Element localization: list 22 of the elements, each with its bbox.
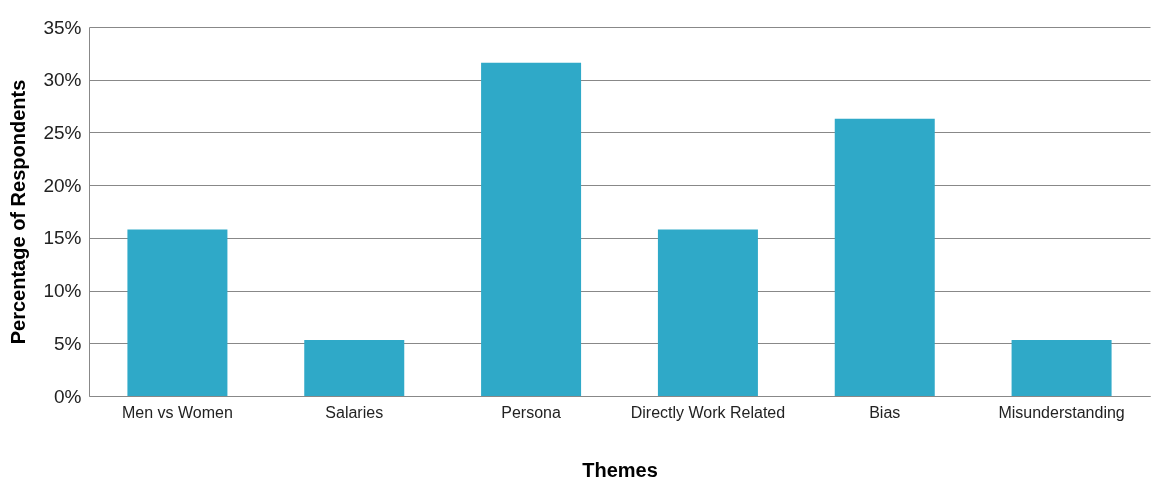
x-tick-label: Men vs Women	[121, 403, 233, 421]
bar	[304, 340, 405, 396]
x-tick-label: Bias	[869, 403, 901, 421]
y-tick-label: 10%	[43, 280, 82, 302]
x-axis-title: Themes	[582, 458, 658, 481]
y-axis-title: Percentage of Respondents	[7, 79, 30, 345]
bar	[834, 118, 935, 396]
x-tick-label: Persona	[501, 403, 561, 421]
bar	[657, 229, 758, 396]
y-tick-label: 35%	[43, 16, 82, 38]
y-tick-label: 20%	[43, 174, 82, 196]
bar	[481, 62, 582, 396]
bar	[127, 229, 228, 396]
y-tick-label: 25%	[43, 121, 82, 143]
bar	[1011, 340, 1112, 396]
x-tick-label: Misunderstanding	[998, 403, 1125, 421]
x-tick-label: Salaries	[325, 403, 384, 421]
x-tick-label: Directly Work Related	[630, 403, 786, 421]
y-tick-label: 30%	[43, 69, 82, 91]
y-tick-label: 15%	[43, 227, 82, 249]
y-tick-label: 5%	[54, 332, 82, 354]
y-tick-label: 0%	[54, 385, 82, 407]
